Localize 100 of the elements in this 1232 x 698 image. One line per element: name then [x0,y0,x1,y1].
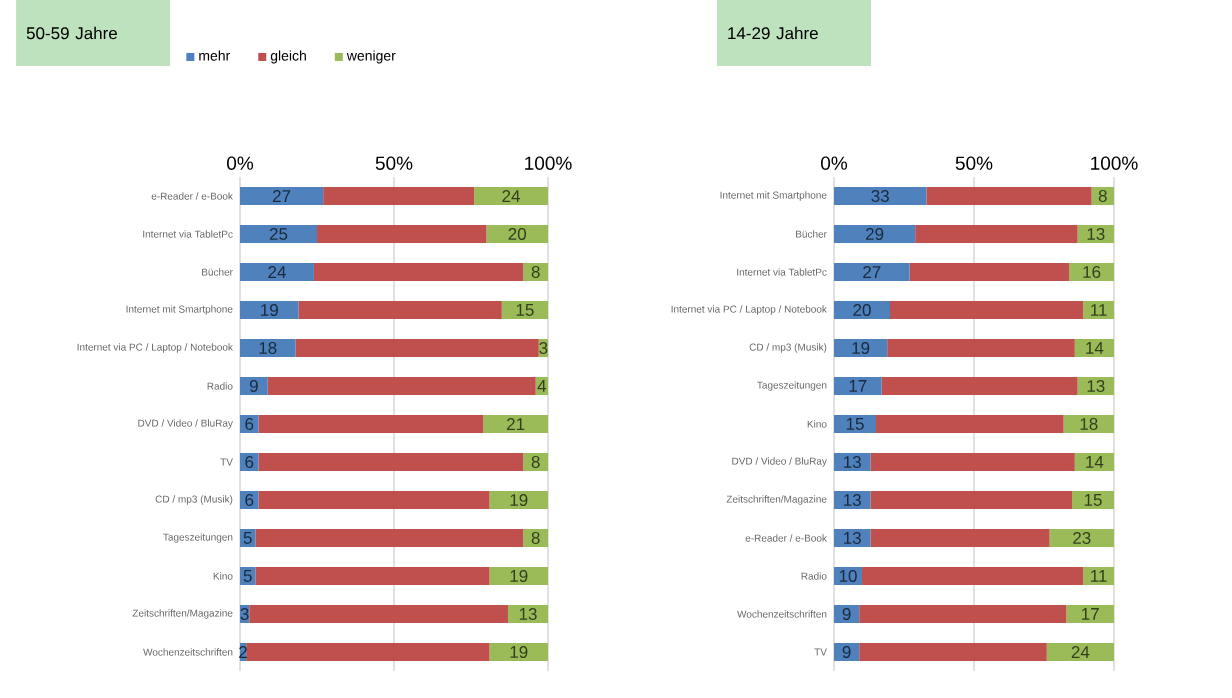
data-label: 8 [531,455,540,468]
bar [834,414,876,433]
data-label: 27 [863,265,881,278]
data-label: 19 [261,303,278,316]
bar [240,376,268,395]
chart-title: 14-29 Jahre [728,26,818,39]
data-label: 23 [1073,531,1091,544]
data-label: 11 [1091,303,1107,316]
bar [834,224,916,243]
data-label: 13 [1087,379,1105,392]
bar [834,262,910,281]
data-label: 5 [243,531,252,544]
bar [834,186,927,205]
data-label: 19 [852,341,870,354]
bar [870,528,1050,547]
bar [258,452,524,471]
data-label: 14 [1086,455,1104,468]
data-label: 17 [1082,607,1099,620]
bar [323,186,475,205]
data-label: 21 [507,417,525,430]
x-tick-label: 50% [375,156,413,170]
bar [489,642,548,661]
bar [926,186,1092,205]
bar [523,262,548,281]
data-label: 15 [1084,493,1102,506]
data-label: 19 [510,569,528,582]
data-label: 20 [508,227,526,240]
data-label: 8 [531,531,540,544]
data-label: 20 [853,303,871,316]
data-label: 25 [269,227,288,240]
data-label: 9 [842,607,851,620]
bar [246,642,490,661]
bar [501,300,548,319]
data-label: 5 [243,569,252,582]
data-label: 18 [1080,417,1098,430]
bar [523,528,548,547]
x-tick-label: 100% [525,156,572,170]
bar [267,376,536,395]
data-label: 6 [245,417,254,430]
data-label: 15 [846,417,864,430]
x-tick-label: 100% [1091,156,1138,170]
data-label: 27 [272,189,291,202]
data-label: 6 [245,455,254,468]
data-label: 13 [844,455,861,468]
bar [834,300,890,319]
data-label: 19 [510,493,528,506]
bar [486,224,548,243]
data-label: 13 [519,607,537,620]
bar [834,338,888,357]
bar [862,566,1084,585]
bar [474,186,548,205]
bar [859,642,1047,661]
data-label: 24 [502,189,521,202]
bar [483,414,548,433]
data-label: 9 [842,645,851,658]
bar [834,604,860,623]
data-label: 3 [240,607,249,620]
bar [1072,490,1114,509]
bar [859,604,1067,623]
data-label: 9 [249,379,258,392]
bar [489,566,548,585]
bar [489,490,548,509]
data-label: 14 [1086,341,1104,354]
bar [1046,642,1114,661]
data-label: 16 [1083,265,1101,278]
bar [834,376,882,395]
data-label: 33 [871,189,889,202]
bar [240,186,324,205]
bar [1077,376,1114,395]
bar [240,224,318,243]
bar [1069,262,1114,281]
bar [870,490,1072,509]
data-label: 8 [531,265,540,278]
bar [249,604,508,623]
data-label: 13 [1087,227,1105,240]
data-label: 6 [245,493,254,506]
bar [240,338,296,357]
data-label: 4 [537,379,547,392]
data-label: 13 [844,493,861,506]
bar [507,604,548,623]
data-label: 10 [839,569,857,582]
x-tick-label: 50% [955,156,993,170]
bar [881,376,1078,395]
data-label: 24 [268,265,286,278]
bar [1063,414,1114,433]
bar [1077,224,1114,243]
bar [1049,528,1114,547]
bar [255,566,490,585]
data-label: 13 [844,531,861,544]
bar [298,300,502,319]
bar [295,338,539,357]
bar [834,642,860,661]
data-label: 18 [259,341,277,354]
data-label: 19 [510,645,528,658]
x-tick-label: 0% [821,156,848,170]
bar [523,452,548,471]
data-label: 11 [1091,569,1107,582]
bar [909,262,1070,281]
bar [255,528,524,547]
bar [317,224,487,243]
